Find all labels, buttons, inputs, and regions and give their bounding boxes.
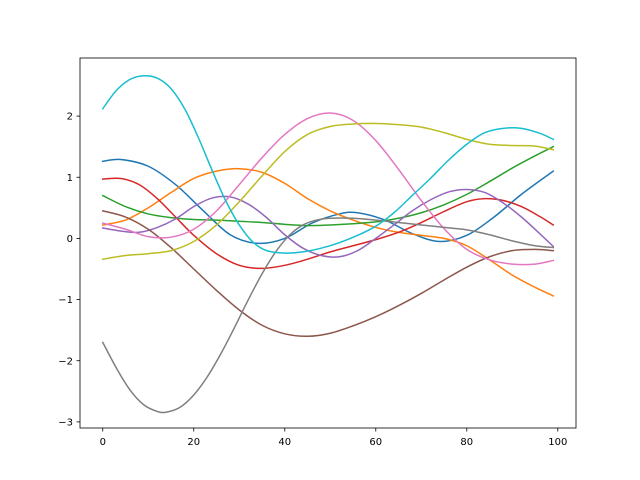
y-tick-label: −2 xyxy=(58,356,73,367)
y-tick-label: −3 xyxy=(58,417,73,428)
y-tick-label: −1 xyxy=(58,295,73,306)
x-tick-label: 40 xyxy=(278,437,291,448)
series-line-8 xyxy=(101,217,555,414)
series-line-4 xyxy=(101,177,555,270)
series-line-2 xyxy=(101,167,555,297)
series-line-6 xyxy=(101,209,555,338)
y-tick-label: 2 xyxy=(67,112,73,123)
x-tick-label: 20 xyxy=(187,437,200,448)
series-line-9 xyxy=(101,122,555,261)
plot-area xyxy=(101,74,555,414)
x-tick-label: 80 xyxy=(460,437,473,448)
axes-frame xyxy=(79,57,577,429)
x-axis: 0 20 40 60 80 100 xyxy=(100,428,567,448)
series-line-1 xyxy=(101,158,555,245)
x-tick-label: 100 xyxy=(548,437,567,448)
x-tick-label: 60 xyxy=(369,437,382,448)
series-line-10 xyxy=(101,74,555,254)
series-line-7 xyxy=(101,112,555,266)
series-line-3 xyxy=(101,145,555,227)
series-line-5 xyxy=(101,188,555,258)
y-tick-label: 1 xyxy=(67,173,73,184)
y-axis: −3 −2 −1 0 1 2 xyxy=(58,112,80,428)
y-tick-label: 0 xyxy=(67,234,73,245)
x-tick-label: 0 xyxy=(100,437,106,448)
